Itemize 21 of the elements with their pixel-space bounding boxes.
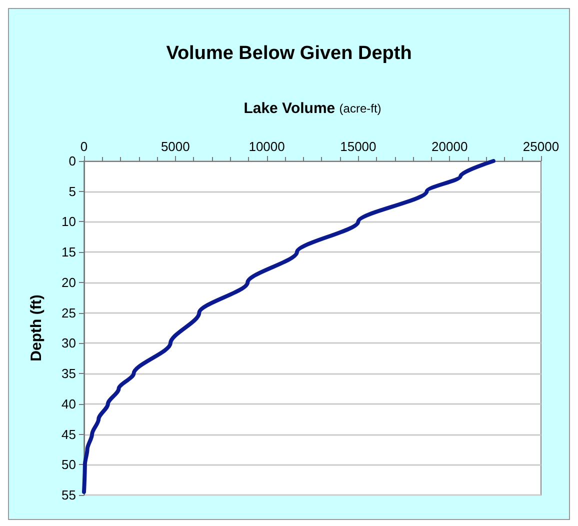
y-tick-label: 45 (62, 426, 76, 442)
x-tick-label: 15000 (340, 139, 376, 154)
y-tick-label: 35 (62, 366, 76, 382)
y-tick-label: 55 (62, 488, 76, 502)
y-tick-label: 20 (62, 274, 76, 290)
y-tick-label: 15 (62, 244, 76, 260)
x-tick-label: 5000 (160, 139, 190, 154)
y-tick-label: 10 (62, 214, 76, 230)
x-tick-label: 25000 (522, 139, 560, 154)
y-tick-label: 0 (68, 154, 76, 168)
y-tick-label: 5 (68, 184, 76, 199)
chart-title: Volume Below Given Depth (166, 43, 412, 64)
x-tick-label: 10000 (248, 139, 285, 154)
y-tick-label: 25 (62, 305, 76, 320)
y-tick-label: 30 (62, 336, 76, 351)
x-axis-title: Lake Volume (acre-ft) (244, 100, 382, 117)
y-axis-title: Depth (ft) (28, 294, 45, 362)
x-tick-label: 0 (80, 139, 88, 154)
y-tick-label: 40 (62, 396, 76, 412)
x-tick-label: 20000 (432, 139, 468, 154)
y-tick-label: 50 (62, 457, 76, 472)
